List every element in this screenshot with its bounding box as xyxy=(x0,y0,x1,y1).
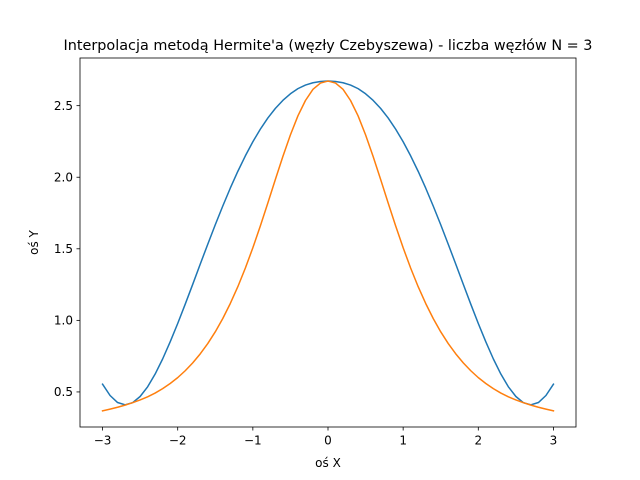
x-tick-label-2: −1 xyxy=(244,434,262,448)
y-tick-label-0: 0.5 xyxy=(54,385,73,399)
x-tick-label-6: 3 xyxy=(550,434,558,448)
y-tick-label-2: 1.5 xyxy=(54,242,73,256)
x-tick-label-1: −2 xyxy=(169,434,187,448)
axes-frame xyxy=(79,57,577,428)
y-tick-label-3: 2.0 xyxy=(54,171,73,185)
x-axis-label: oś X xyxy=(315,456,341,470)
plot-area xyxy=(79,57,577,428)
chart-title: Interpolacja metodą Hermite'a (węzły Cze… xyxy=(64,38,593,54)
series-layer xyxy=(101,80,555,412)
y-axis-label: oś Y xyxy=(27,229,41,254)
x-tick-label-5: 2 xyxy=(474,434,482,448)
x-tick-label-3: 0 xyxy=(324,434,332,448)
series-line-1 xyxy=(101,80,555,406)
y-tick-label-1: 1.0 xyxy=(54,314,73,328)
series-line-2 xyxy=(101,80,555,412)
y-tick-label-4: 2.5 xyxy=(54,99,73,113)
x-tick-label-0: −3 xyxy=(94,434,112,448)
x-ticks: −3 −2 −1 0 1 2 3 xyxy=(94,427,558,448)
y-ticks: 0.5 1.0 1.5 2.0 2.5 xyxy=(54,99,80,399)
x-tick-label-4: 1 xyxy=(399,434,407,448)
